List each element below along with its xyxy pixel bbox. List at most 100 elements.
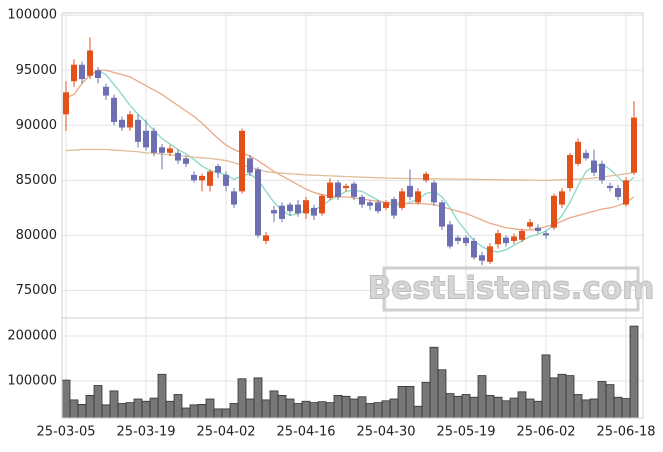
candle-body — [463, 237, 469, 244]
x-tick-label: 25-03-05 — [36, 425, 95, 440]
volume-bar — [229, 403, 239, 419]
volume-bar — [109, 390, 119, 419]
volume-bar — [413, 405, 423, 419]
y-tick-label: 85000 — [16, 173, 57, 188]
volume-bar — [597, 381, 607, 419]
candle-body — [431, 182, 437, 203]
candle-body — [535, 227, 541, 232]
candle-body — [447, 224, 453, 247]
candle-body — [439, 202, 445, 227]
candle-body — [631, 117, 637, 173]
volume-bar — [405, 386, 415, 419]
volume-bar — [325, 402, 335, 419]
volume-bar — [77, 404, 87, 419]
volume-bar — [517, 391, 527, 419]
candle-body — [71, 64, 77, 82]
candle-body — [143, 130, 149, 148]
volume-bar — [429, 346, 439, 419]
candle-body — [399, 191, 405, 208]
volume-bar — [157, 373, 167, 419]
volume-bar — [61, 379, 71, 419]
volume-bar — [205, 398, 215, 419]
volume-bar — [85, 395, 95, 419]
volume-bar — [541, 354, 551, 419]
volume-bar — [357, 396, 367, 419]
volume-bar — [397, 386, 407, 419]
candle-body — [591, 160, 597, 173]
volume-bar — [461, 394, 471, 419]
candle-body — [575, 141, 581, 164]
volume-bar — [629, 325, 639, 419]
candle-body — [239, 130, 245, 192]
volume-bar — [237, 378, 247, 419]
candle-body — [359, 196, 365, 205]
candle-body — [183, 158, 189, 164]
watermark: BestListens.com — [368, 271, 655, 307]
volume-bar — [533, 400, 543, 419]
volume-bar — [149, 397, 159, 419]
volume-bar — [213, 408, 223, 419]
candle-body — [391, 199, 397, 216]
candle-body — [351, 183, 357, 197]
candle-body — [87, 50, 93, 76]
volume-bar — [269, 390, 279, 419]
candle-body — [583, 152, 589, 159]
candle-body — [263, 235, 269, 241]
candle-body — [415, 191, 421, 203]
candle-body — [343, 185, 349, 189]
candle-body — [335, 182, 341, 197]
volume-bar — [341, 395, 351, 419]
volume-bar — [445, 393, 455, 419]
volume-bar — [565, 375, 575, 419]
volume-bar — [69, 399, 79, 419]
candle-body — [79, 64, 85, 80]
x-tick-label: 25-05-19 — [436, 425, 495, 440]
candle-body — [279, 205, 285, 219]
volume-bar — [453, 395, 463, 419]
candle-body — [231, 191, 237, 205]
y-tick-label: 90000 — [16, 118, 57, 133]
moving-average-line — [89, 69, 635, 253]
y-tick-label: 100000 — [7, 374, 57, 389]
volume-bar — [421, 381, 431, 419]
candle-body — [527, 222, 533, 227]
candle-body — [543, 233, 549, 236]
volume-bar — [373, 402, 383, 419]
candle-body — [135, 119, 141, 142]
volume-bar — [581, 399, 591, 419]
candle-body — [519, 231, 525, 240]
candle-body — [407, 185, 413, 197]
volume-bar — [613, 396, 623, 419]
candle-body — [199, 175, 205, 181]
volume-bar — [181, 407, 191, 419]
y-tick-label: 100000 — [7, 8, 57, 23]
x-tick-label: 25-04-02 — [196, 425, 255, 440]
volume-bar — [389, 398, 399, 419]
volume-bar — [309, 402, 319, 419]
volume-bar — [101, 404, 111, 419]
candle-body — [607, 185, 613, 189]
y-tick-label: 75000 — [16, 283, 57, 298]
volume-bar — [189, 404, 199, 419]
volume-bar — [485, 395, 495, 419]
volume-bar — [469, 396, 479, 419]
volume-bar — [117, 403, 127, 419]
volume-bar — [141, 400, 151, 419]
volume-bar — [605, 384, 615, 419]
y-tick-label: 80000 — [16, 228, 57, 243]
candle-body — [215, 166, 221, 173]
volume-bar — [253, 377, 263, 419]
candle-body — [103, 86, 109, 96]
volume-bar — [133, 398, 143, 419]
candle-body — [423, 173, 429, 181]
candle-body — [479, 255, 485, 261]
volume-bar — [349, 398, 359, 419]
volume-bar — [277, 395, 287, 419]
volume-bar — [621, 398, 631, 419]
volume-bar — [125, 402, 135, 419]
candle-body — [623, 180, 629, 205]
candle-body — [271, 210, 277, 214]
candle-body — [295, 204, 301, 214]
candle-body — [375, 202, 381, 212]
